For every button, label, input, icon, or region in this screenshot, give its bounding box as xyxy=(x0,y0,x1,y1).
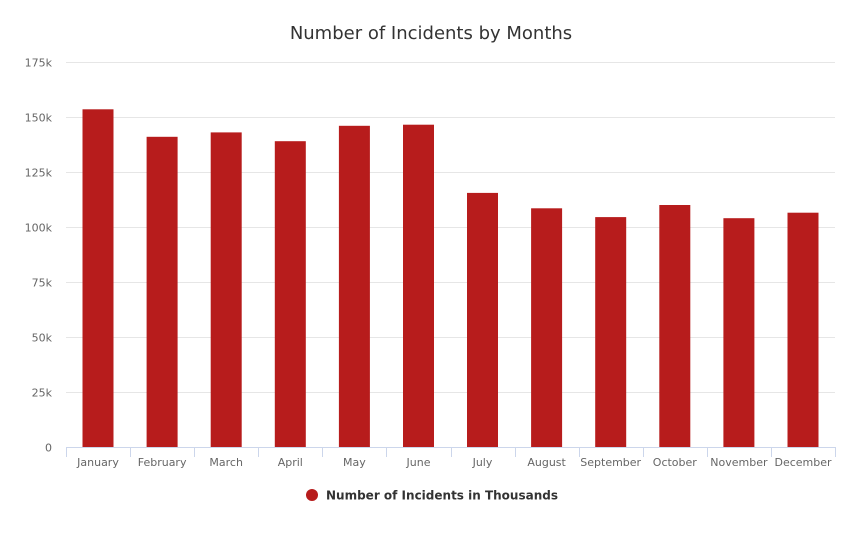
x-tick-label: September xyxy=(580,456,641,469)
bar-july[interactable] xyxy=(467,192,498,447)
bar-december[interactable] xyxy=(787,212,819,447)
x-tick-label: March xyxy=(209,456,243,469)
bars xyxy=(82,109,819,448)
chart-title: Number of Incidents by Months xyxy=(290,23,572,44)
bar-november[interactable] xyxy=(723,218,755,447)
y-tick-label: 50k xyxy=(32,332,53,345)
x-tick-label: June xyxy=(406,456,431,469)
x-tick-label: October xyxy=(653,456,697,469)
legend-marker-icon[interactable] xyxy=(306,489,318,501)
bar-march[interactable] xyxy=(210,132,242,447)
x-tick-label: April xyxy=(278,456,303,469)
bar-august[interactable] xyxy=(531,208,563,447)
x-tick-label: January xyxy=(76,456,119,469)
x-tick-label: August xyxy=(527,456,566,469)
x-tick-label: February xyxy=(138,456,187,469)
bar-may[interactable] xyxy=(338,125,370,448)
y-tick-label: 125k xyxy=(25,167,53,180)
y-tick-label: 25k xyxy=(32,387,53,400)
bar-april[interactable] xyxy=(274,141,306,447)
x-tick-label: December xyxy=(774,456,832,469)
bar-october[interactable] xyxy=(659,205,691,447)
legend[interactable]: Number of Incidents in Thousands xyxy=(306,489,558,503)
y-tick-label: 75k xyxy=(32,277,53,290)
gridlines xyxy=(66,62,835,393)
bar-september[interactable] xyxy=(595,217,627,447)
x-axis: January February March April May June July Augu… xyxy=(66,447,836,469)
bar-february[interactable] xyxy=(146,136,178,448)
y-tick-label: 0 xyxy=(45,442,52,455)
x-tick-label: November xyxy=(710,456,768,469)
y-axis-ticks: 0 25k 50k 75k 100k 125k 150k 175k xyxy=(25,57,53,455)
bar-january[interactable] xyxy=(82,109,114,448)
x-tick-label: May xyxy=(343,456,366,469)
y-tick-label: 175k xyxy=(25,57,53,70)
legend-label[interactable]: Number of Incidents in Thousands xyxy=(326,489,558,503)
x-tick-label: July xyxy=(472,456,493,469)
y-tick-label: 100k xyxy=(25,222,53,235)
y-tick-label: 150k xyxy=(25,112,53,125)
bar-june[interactable] xyxy=(403,124,434,447)
